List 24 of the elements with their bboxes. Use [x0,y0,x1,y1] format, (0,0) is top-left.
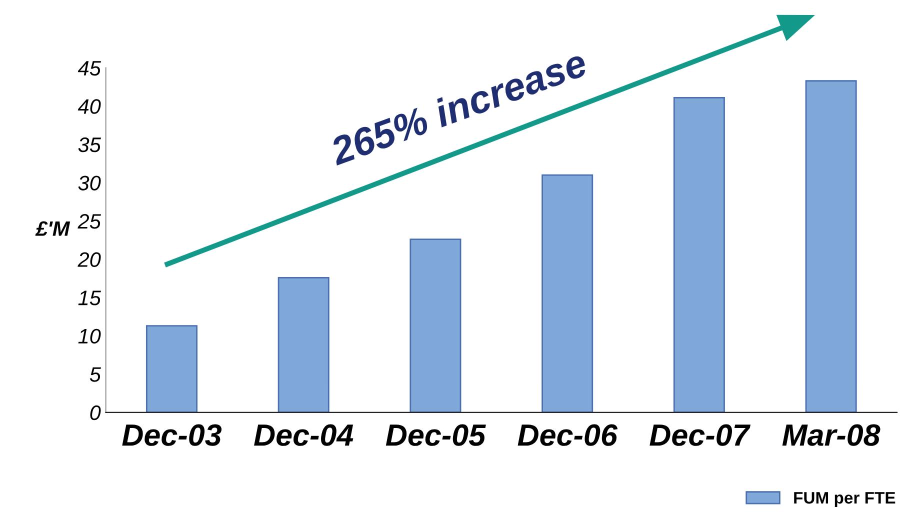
y-tick-label: 10 [78,328,101,344]
y-tick-label: 35 [78,137,101,152]
y-tick-label: 15 [78,290,101,306]
bar [146,325,198,412]
x-tick-label: Dec-06 [518,424,618,446]
bar [542,174,594,412]
y-tick-label: 40 [78,99,101,114]
x-tick-label: Dec-03 [122,424,222,446]
bar [410,238,462,412]
x-tick-label: Dec-04 [254,424,354,446]
y-tick-label: 20 [78,252,101,268]
bar [278,276,330,412]
x-tick-label: Dec-05 [386,424,486,446]
x-tick-label: Mar-08 [782,424,880,446]
y-axis-title: £'M [35,221,70,236]
y-tick-label: 25 [78,214,101,229]
y-tick-label: 0 [90,405,101,420]
y-tick-label: 5 [90,367,101,382]
bar [805,80,857,412]
y-tick-label: 45 [78,61,101,76]
y-tick-label: 30 [78,176,101,190]
legend-label: FUM per FTE [794,492,896,507]
x-tick-label: Dec-07 [650,424,751,446]
bar [673,97,725,412]
